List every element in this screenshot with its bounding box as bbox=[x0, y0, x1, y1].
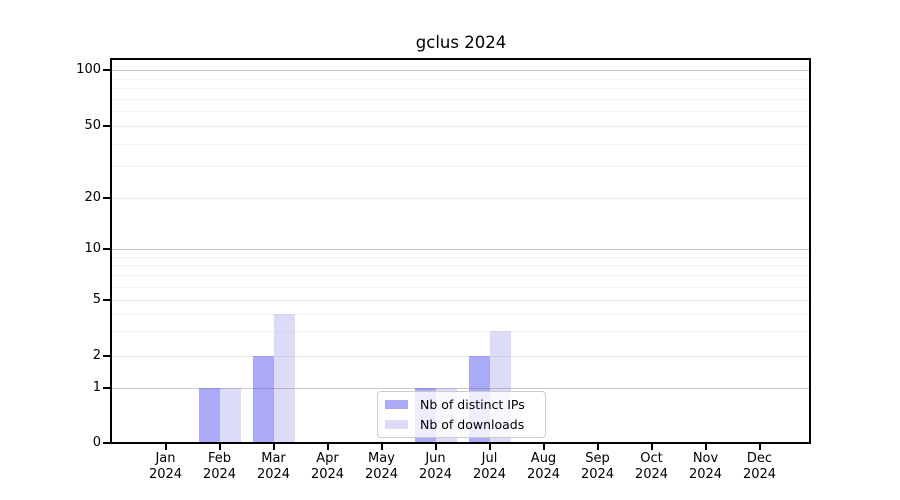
x-axis-label-apr: Apr 2024 bbox=[310, 451, 345, 482]
y-axis-tick bbox=[103, 248, 110, 250]
x-axis-label-jun: Jun 2024 bbox=[418, 451, 453, 482]
legend-row-distinct-ips: Nb of distinct IPs bbox=[385, 397, 545, 412]
legend-swatch-distinct-ips-icon bbox=[385, 400, 408, 409]
legend-row-downloads: Nb of downloads bbox=[385, 417, 545, 432]
x-axis-tick bbox=[380, 444, 383, 450]
y-axis-tick bbox=[103, 299, 110, 301]
x-axis-label-may: May 2024 bbox=[364, 451, 399, 482]
x-axis-tick bbox=[272, 444, 275, 450]
y-axis-tick bbox=[103, 387, 110, 389]
plot-frame bbox=[110, 58, 811, 444]
y-axis-label: 20 bbox=[84, 190, 101, 205]
y-axis-label: 1 bbox=[92, 380, 101, 395]
x-axis-label-nov: Nov 2024 bbox=[688, 451, 723, 482]
y-axis-tick bbox=[103, 355, 110, 357]
y-axis-tick bbox=[103, 69, 110, 71]
x-axis-label-feb: Feb 2024 bbox=[202, 451, 237, 482]
y-axis-tick bbox=[103, 441, 110, 444]
x-axis-label-sep: Sep 2024 bbox=[580, 451, 615, 482]
x-axis-tick bbox=[164, 444, 167, 450]
y-axis-label: 0 bbox=[92, 434, 101, 450]
legend-swatch-downloads-icon bbox=[385, 420, 408, 429]
x-axis-label-aug: Aug 2024 bbox=[526, 451, 561, 482]
x-axis-tick bbox=[434, 444, 437, 450]
x-axis-tick bbox=[542, 444, 545, 450]
y-axis-label: 5 bbox=[92, 292, 101, 307]
y-axis-tick bbox=[103, 125, 110, 127]
x-axis-label-dec: Dec 2024 bbox=[742, 451, 777, 482]
x-axis-label-mar: Mar 2024 bbox=[256, 451, 291, 482]
y-axis-label: 2 bbox=[92, 348, 101, 363]
x-axis-tick bbox=[758, 444, 761, 450]
y-axis-label: 10 bbox=[84, 241, 101, 256]
x-axis-label-jul: Jul 2024 bbox=[472, 451, 507, 482]
y-axis-label: 50 bbox=[84, 118, 101, 133]
chart-title: gclus 2024 bbox=[415, 33, 507, 52]
x-axis-label-oct: Oct 2024 bbox=[634, 451, 669, 482]
x-axis-tick bbox=[704, 444, 707, 450]
x-axis-tick bbox=[488, 444, 491, 450]
legend-label-downloads: Nb of downloads bbox=[420, 417, 525, 432]
x-axis-tick bbox=[650, 444, 653, 450]
y-axis-label: 100 bbox=[76, 62, 101, 77]
x-axis-tick bbox=[218, 444, 221, 450]
legend: Nb of distinct IPs Nb of downloads bbox=[377, 391, 546, 438]
legend-label-distinct-ips: Nb of distinct IPs bbox=[420, 397, 525, 412]
y-axis-tick bbox=[103, 197, 110, 199]
x-axis-label-jan: Jan 2024 bbox=[148, 451, 183, 482]
x-axis-tick bbox=[596, 444, 599, 450]
x-axis-tick bbox=[326, 444, 329, 450]
